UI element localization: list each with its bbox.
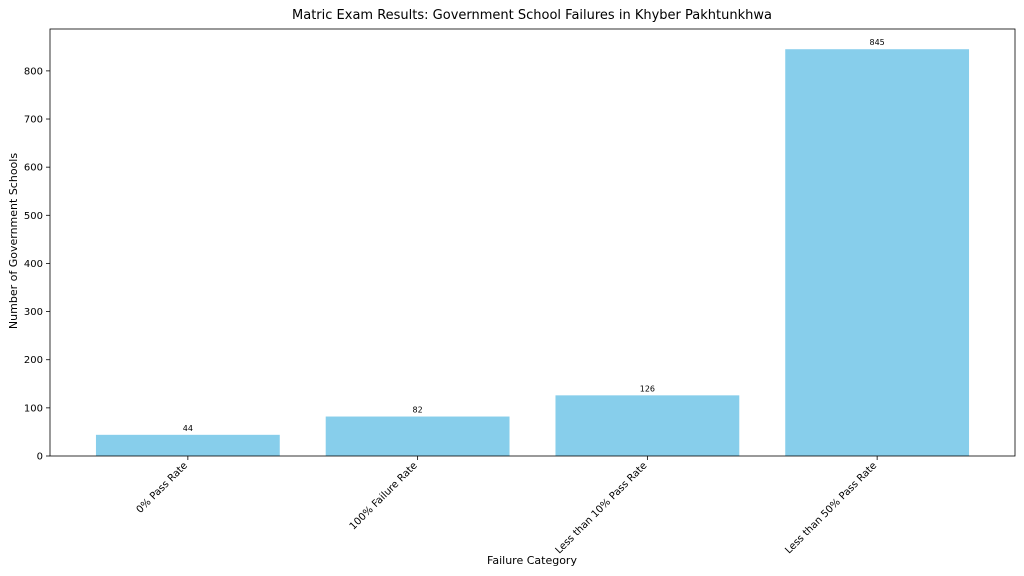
x-axis-label: Failure Category <box>487 554 577 567</box>
bar <box>95 434 280 456</box>
bar-value-label: 126 <box>640 384 655 393</box>
y-tick-label: 800 <box>24 66 43 77</box>
bar <box>785 49 970 456</box>
bar-value-label: 845 <box>870 38 885 47</box>
x-tick-label: Less than 10% Pass Rate <box>554 460 650 556</box>
plot-frame <box>49 28 1016 457</box>
y-axis-label: Number of Government Schools <box>7 153 20 329</box>
x-tick-label: Less than 50% Pass Rate <box>783 460 879 556</box>
bar <box>555 395 740 456</box>
y-tick-label: 700 <box>24 115 43 126</box>
y-tick-label: 0 <box>37 452 43 463</box>
plot-area: 0 100 200 300 400 500 600 700 800 44 0% Pass Rate 8… <box>24 28 1016 556</box>
bar-value-label: 82 <box>413 406 423 415</box>
chart-title: Matric Exam Results: Government School F… <box>292 8 772 23</box>
y-tick-label: 500 <box>24 211 43 222</box>
y-tick-label: 600 <box>24 163 43 174</box>
y-tick-label: 100 <box>24 403 43 414</box>
y-tick-label: 400 <box>24 259 43 270</box>
y-tick-label: 200 <box>24 355 43 366</box>
y-tick-label: 300 <box>24 307 43 318</box>
bar <box>325 416 510 456</box>
bar-value-label: 44 <box>183 424 193 433</box>
x-tick-label: 0% Pass Rate <box>135 460 190 515</box>
x-tick-label: 100% Failure Rate <box>348 460 420 532</box>
